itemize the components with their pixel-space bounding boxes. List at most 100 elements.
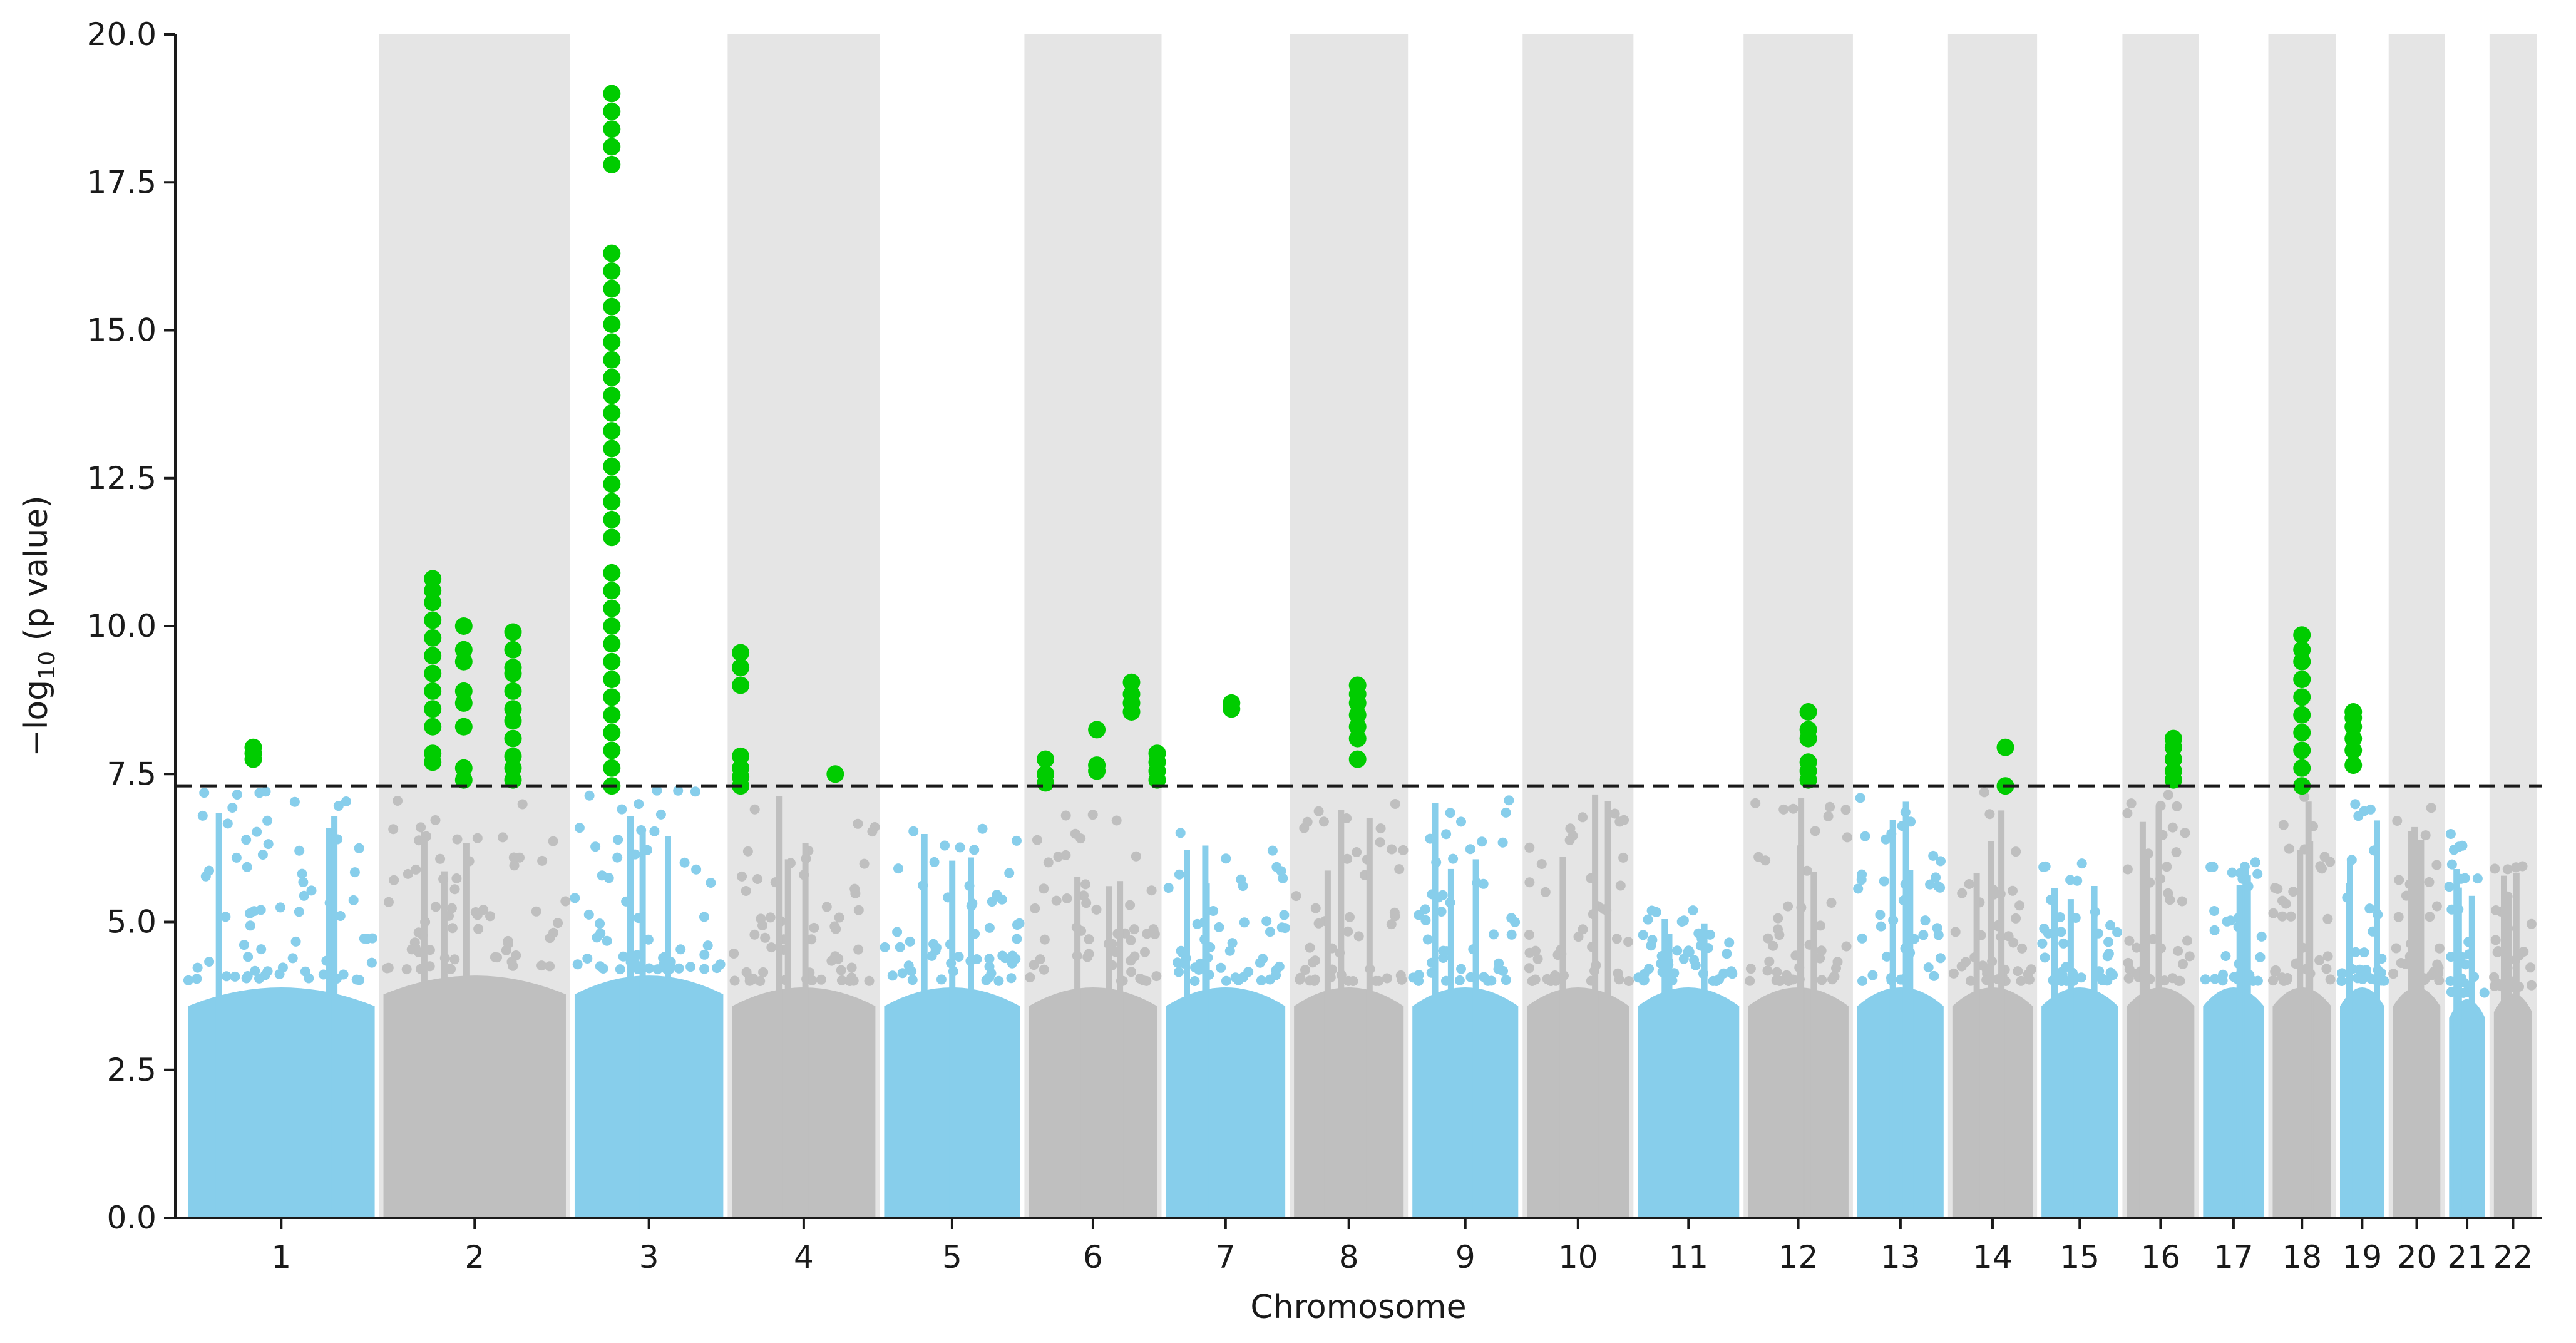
snp-point (2282, 973, 2293, 983)
snp-point (936, 974, 947, 985)
snp-point (1456, 816, 1466, 827)
snp-point (2321, 964, 2332, 974)
snp-point (893, 863, 903, 874)
snp-point (1857, 933, 1867, 944)
snp-point (1318, 816, 1329, 827)
snp-point (199, 788, 210, 798)
snp-point (1609, 808, 1620, 819)
snp-point (1079, 890, 1089, 901)
snp-point (2252, 975, 2263, 986)
snp-point (2277, 895, 2287, 906)
snp-point (826, 955, 837, 966)
snp-point (1126, 935, 1136, 945)
snp-point (241, 835, 252, 845)
chromosome-11-peak (1661, 919, 1668, 1218)
snp-point (2250, 857, 2260, 868)
snp-point (987, 897, 997, 907)
snp-point (1129, 951, 1140, 962)
significant-snp-chr6 (1037, 750, 1055, 768)
significant-snp-chr3 (603, 404, 621, 422)
snp-point (615, 964, 625, 975)
chromosome-9-peak (1472, 859, 1479, 1218)
snp-point (260, 786, 271, 797)
snp-point (560, 896, 571, 907)
axes: 1 2 3 4 5 6 7 8 9 10 11 12 13 14 15 16 17 18 19 20 21 220.02.… (87, 16, 2542, 1275)
snp-point (1039, 883, 1049, 894)
significant-snp-chr4 (826, 765, 844, 783)
snp-point (2013, 966, 2023, 977)
snp-point (472, 833, 483, 843)
snp-point (2491, 905, 2502, 915)
snp-point (584, 790, 595, 801)
snp-point (806, 934, 817, 945)
snp-point (1233, 975, 1244, 985)
snp-point (2493, 946, 2503, 956)
significant-snp-chr3 (603, 333, 621, 351)
snp-point (1855, 793, 1865, 803)
snp-point (765, 912, 776, 923)
chromosome-1-peak (326, 828, 332, 1218)
snp-point (590, 841, 601, 852)
snp-point (574, 823, 585, 833)
snp-point (2426, 803, 2436, 813)
snp-point (634, 799, 644, 810)
snp-point (1279, 910, 1290, 920)
snp-point (2433, 968, 2444, 979)
significant-snp-chr3 (603, 528, 621, 547)
significant-snp-chr2 (424, 570, 442, 588)
snp-point (1243, 967, 1254, 977)
snp-point (1278, 873, 1288, 883)
snp-point (2391, 943, 2401, 954)
snp-point (1006, 973, 1017, 984)
chromosome-13-bulk (1857, 987, 1944, 1218)
snp-point (2163, 790, 2173, 800)
significant-snp-chr2 (424, 718, 442, 736)
snp-point (993, 975, 1004, 986)
chromosome-8-bulk (1294, 987, 1404, 1218)
chromosome-17-peak (2236, 885, 2243, 1218)
snp-point (1051, 895, 1062, 906)
snp-point (2126, 798, 2137, 809)
snp-point (1352, 847, 1362, 857)
snp-point (1012, 934, 1022, 944)
snp-point (570, 893, 580, 903)
chromosome-14-peak (1973, 873, 1980, 1218)
snp-point (1267, 845, 1278, 856)
chromosome-21-points (2444, 829, 2490, 1218)
chromosome-14-peak (1988, 841, 1994, 1218)
snp-point (298, 877, 309, 887)
snp-point (2148, 934, 2158, 944)
snp-point (1950, 927, 1961, 937)
chromosome-22-peak (2505, 893, 2512, 1218)
chromosome-10-points (1524, 794, 1634, 1218)
snp-point (1305, 975, 1315, 986)
significant-snp-chr3 (603, 316, 621, 333)
snp-point (829, 921, 840, 932)
snp-point (595, 928, 606, 939)
chromosome-15-peak (2051, 888, 2058, 1218)
snp-point (741, 967, 752, 977)
snp-point (503, 935, 513, 946)
snp-point (2267, 975, 2278, 986)
significant-snp-chr2 (454, 617, 473, 635)
snp-point (2076, 858, 2087, 869)
snp-point (351, 974, 362, 985)
chromosome-6-peak (1074, 877, 1081, 1218)
snp-point (984, 972, 995, 982)
snp-point (1745, 975, 1755, 986)
snp-point (1131, 851, 1141, 862)
snp-point (2057, 970, 2068, 980)
chromosome-8-peak (1338, 810, 1345, 1218)
snp-point (597, 870, 607, 881)
snp-point (338, 969, 349, 980)
snp-point (232, 790, 242, 800)
snp-point (1826, 898, 1837, 908)
snp-point (1624, 976, 1634, 986)
snp-point (1961, 957, 1971, 967)
chromosome-22-bulk (2493, 993, 2532, 1218)
snp-point (2272, 883, 2283, 894)
snp-point (262, 815, 273, 826)
snp-point (1062, 893, 1072, 903)
chromosome-3-bulk (574, 975, 724, 1218)
significant-snp-chr2 (504, 623, 522, 641)
